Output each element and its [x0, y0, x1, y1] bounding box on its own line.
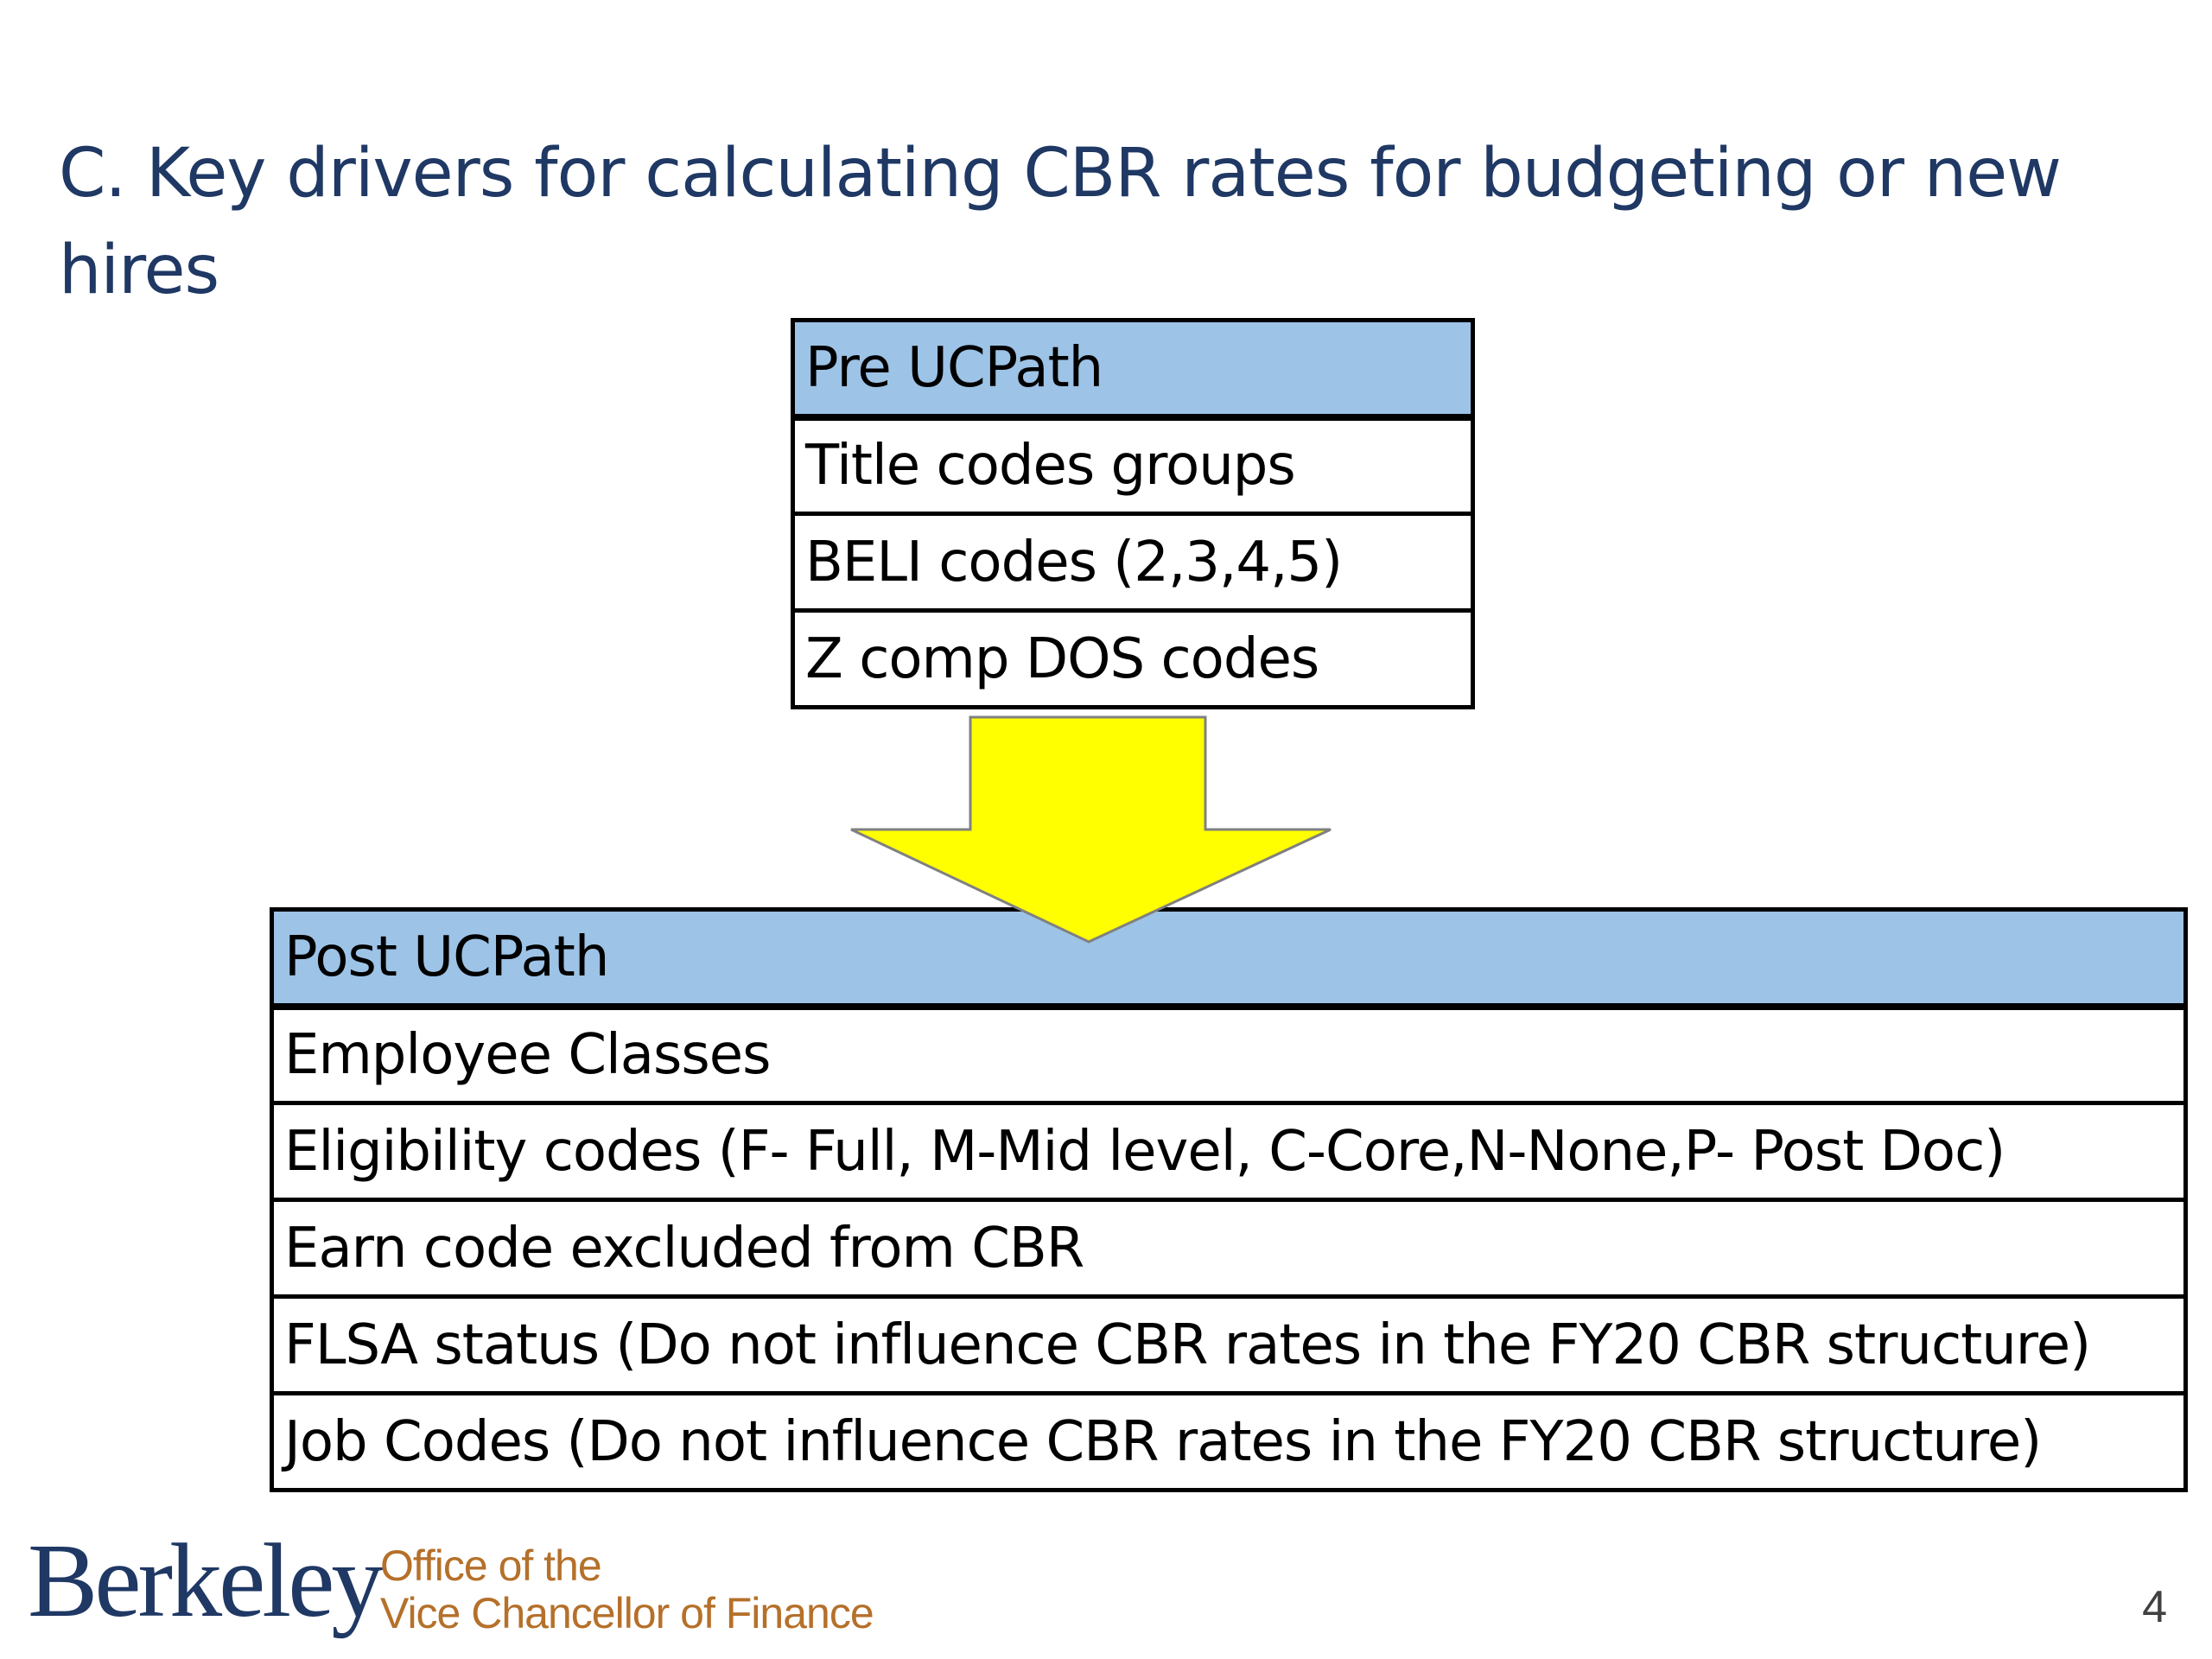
table-row: Z comp DOS codes [791, 608, 1475, 709]
pre-ucpath-item: Z comp DOS codes [791, 608, 1475, 709]
table-row: Eligibility codes (F- Full, M-Mid level,… [270, 1101, 2188, 1202]
post-ucpath-table: Post UCPath Employee Classes Eligibility… [270, 907, 2188, 1492]
table-header-row: Pre UCPath [791, 318, 1475, 421]
table-row: FLSA status (Do not influence CBR rates … [270, 1294, 2188, 1395]
down-arrow-icon [850, 715, 1332, 944]
table-row: Employee Classes [270, 1004, 2188, 1105]
office-line-2: Vice Chancellor of Finance [380, 1589, 874, 1637]
pre-ucpath-item: Title codes groups [791, 415, 1475, 516]
post-ucpath-item: Earn code excluded from CBR [270, 1198, 2188, 1299]
slide-title: C. Key drivers for calculating CBR rates… [59, 135, 2062, 309]
post-ucpath-header: Post UCPath [270, 907, 2188, 1010]
table-row: BELI codes (2,3,4,5) [791, 512, 1475, 613]
pre-ucpath-header: Pre UCPath [791, 318, 1475, 421]
page-number: 4 [2142, 1582, 2167, 1632]
pre-ucpath-table: Pre UCPath Title codes groups BELI codes… [791, 318, 1475, 709]
office-name: Office of the Vice Chancellor of Finance [380, 1542, 874, 1637]
post-ucpath-item: Employee Classes [270, 1004, 2188, 1105]
post-ucpath-item: FLSA status (Do not influence CBR rates … [270, 1294, 2188, 1395]
berkeley-logo: Berkeley [28, 1522, 384, 1639]
down-arrow-shape [850, 715, 1332, 944]
post-ucpath-item: Eligibility codes (F- Full, M-Mid level,… [270, 1101, 2188, 1202]
table-row: Job Codes (Do not influence CBR rates in… [270, 1391, 2188, 1492]
pre-ucpath-item: BELI codes (2,3,4,5) [791, 512, 1475, 613]
table-row: Title codes groups [791, 415, 1475, 516]
post-ucpath-item: Job Codes (Do not influence CBR rates in… [270, 1391, 2188, 1492]
table-header-row: Post UCPath [270, 907, 2188, 1010]
office-line-1: Office of the [380, 1541, 602, 1590]
table-row: Earn code excluded from CBR [270, 1198, 2188, 1299]
